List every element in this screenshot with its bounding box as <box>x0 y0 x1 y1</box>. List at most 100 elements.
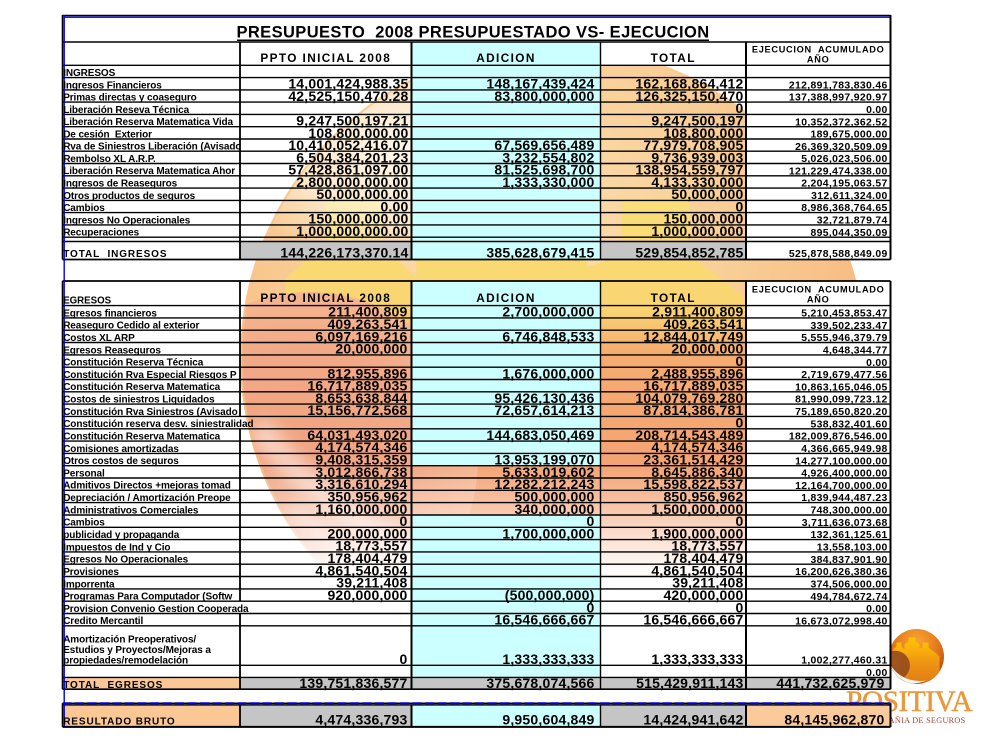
svg-text:Recuperaciones: Recuperaciones <box>63 228 139 239</box>
svg-text:6,504,384,201.23: 6,504,384,201.23 <box>296 149 408 165</box>
svg-text:(500,000,000): (500,000,000) <box>505 587 595 603</box>
svg-text:Impuestos de Ind y Cio: Impuestos de Ind y Cio <box>63 542 170 553</box>
svg-text:212,891,783,830.46: 212,891,783,830.46 <box>789 81 888 92</box>
svg-text:4,648,344.77: 4,648,344.77 <box>823 346 888 357</box>
svg-text:Estudios y Proyectos/Mejoras a: Estudios y Proyectos/Mejoras a <box>63 645 211 656</box>
svg-text:350,956,962: 350,956,962 <box>327 488 407 504</box>
svg-text:Constitución reserva desv. sin: Constitución reserva desv. siniestralida… <box>63 419 253 430</box>
svg-text:4,861,540,504: 4,861,540,504 <box>651 562 743 578</box>
svg-text:RESULTADO BRUTO: RESULTADO BRUTO <box>63 716 175 727</box>
svg-text:39,211,408: 39,211,408 <box>336 575 407 591</box>
svg-text:150,000,000: 150,000,000 <box>663 211 743 227</box>
svg-text:178,404,479: 178,404,479 <box>327 550 407 566</box>
svg-text:50,000,000.00: 50,000,000.00 <box>316 186 408 202</box>
svg-text:9,408,315,359: 9,408,315,359 <box>315 452 407 468</box>
svg-text:AÑO: AÑO <box>807 55 830 65</box>
svg-text:8,986,368,764.65: 8,986,368,764.65 <box>801 203 888 214</box>
svg-text:50,000,000: 50,000,000 <box>671 186 743 202</box>
svg-text:2,911,400,809: 2,911,400,809 <box>652 304 743 320</box>
svg-text:178,404,479: 178,404,479 <box>663 550 743 566</box>
svg-text:3,232,554,802: 3,232,554,802 <box>502 149 594 165</box>
svg-text:16,200,626,380.36: 16,200,626,380.36 <box>795 567 888 578</box>
svg-text:64,031,493,020: 64,031,493,020 <box>307 427 407 443</box>
svg-text:748,300,000.00: 748,300,000.00 <box>811 506 888 517</box>
svg-text:9,950,604,849: 9,950,604,849 <box>502 712 594 728</box>
svg-text:0: 0 <box>736 415 744 431</box>
svg-text:538,832,401.60: 538,832,401.60 <box>811 419 888 430</box>
svg-text:81,990,099,723.12: 81,990,099,723.12 <box>795 395 888 406</box>
svg-text:0: 0 <box>736 513 744 529</box>
svg-text:Ingresos No Operacionales: Ingresos No Operacionales <box>63 215 191 226</box>
svg-text:150,000,000.00: 150,000,000.00 <box>308 211 408 227</box>
svg-text:Cambios: Cambios <box>63 518 105 529</box>
svg-text:10,410,052,416.07: 10,410,052,416.07 <box>288 137 408 153</box>
svg-text:4,474,336,793: 4,474,336,793 <box>315 712 407 728</box>
svg-text:8,653,638,844: 8,653,638,844 <box>315 390 407 406</box>
svg-text:144,226,173,370.14: 144,226,173,370.14 <box>280 244 408 260</box>
svg-text:publicidad y propaganda: publicidad y propaganda <box>63 530 180 541</box>
svg-text:529,854,852,785: 529,854,852,785 <box>635 244 743 260</box>
svg-text:1,333,330,000: 1,333,330,000 <box>502 174 594 190</box>
svg-text:16,717,889,035: 16,717,889,035 <box>643 378 743 394</box>
svg-text:83,800,000,000: 83,800,000,000 <box>494 88 594 104</box>
svg-text:13,953,199,070: 13,953,199,070 <box>494 452 594 468</box>
svg-text:144,683,050,469: 144,683,050,469 <box>486 427 594 443</box>
svg-text:5,210,453,853.47: 5,210,453,853.47 <box>801 309 888 320</box>
svg-text:339,502,233.47: 339,502,233.47 <box>811 321 888 332</box>
svg-text:137,388,997,920.97: 137,388,997,920.97 <box>789 93 888 104</box>
svg-text:Otros costos de seguros: Otros costos de seguros <box>63 456 179 467</box>
svg-text:441,732,625,979: 441,732,625,979 <box>776 675 884 691</box>
svg-text:AÑO: AÑO <box>807 294 830 304</box>
svg-text:850,956,962: 850,956,962 <box>663 488 743 504</box>
svg-text:TOTAL EGRESOS: TOTAL EGRESOS <box>63 680 163 691</box>
svg-text:Personal: Personal <box>63 468 105 479</box>
svg-text:32,721,879.74: 32,721,879.74 <box>817 216 888 227</box>
svg-text:Admitivos Directos +mejoras to: Admitivos Directos +mejoras tomad <box>63 481 231 492</box>
svg-text:23,361,514,429: 23,361,514,429 <box>643 452 743 468</box>
svg-text:132,361,125.61: 132,361,125.61 <box>811 530 888 541</box>
svg-text:2,719,679,477.56: 2,719,679,477.56 <box>801 370 888 381</box>
svg-text:374,506,000.00: 374,506,000.00 <box>811 580 888 591</box>
svg-text:Constitución Rva Siniestros (A: Constitución Rva Siniestros (Avisado <box>63 407 237 418</box>
svg-text:895,044,350.09: 895,044,350.09 <box>811 228 888 239</box>
svg-text:1,700,000,000: 1,700,000,000 <box>502 525 594 541</box>
svg-text:4,861,540,504: 4,861,540,504 <box>315 562 407 578</box>
svg-text:8,645,886,340: 8,645,886,340 <box>651 464 743 480</box>
svg-text:PPTO INICIAL 2008: PPTO INICIAL 2008 <box>260 291 391 305</box>
svg-text:INGRESOS: INGRESOS <box>63 68 115 79</box>
svg-text:340,000,000: 340,000,000 <box>514 501 594 517</box>
svg-text:211,400,809: 211,400,809 <box>328 304 407 320</box>
svg-text:1,900,000,000: 1,900,000,000 <box>651 525 743 541</box>
svg-text:67,569,656,489: 67,569,656,489 <box>494 137 594 153</box>
svg-text:2,700,000,000: 2,700,000,000 <box>502 304 594 320</box>
svg-text:162,168,864,412: 162,168,864,412 <box>635 76 743 92</box>
svg-text:0.00: 0.00 <box>866 668 888 679</box>
svg-text:3,711,636,073.68: 3,711,636,073.68 <box>802 518 888 529</box>
svg-text:Liberación Reseva Técnica: Liberación Reseva Técnica <box>63 105 189 116</box>
svg-text:PPTO INICIAL 2008: PPTO INICIAL 2008 <box>260 51 391 65</box>
svg-text:12,164,700,000.00: 12,164,700,000.00 <box>795 481 888 492</box>
svg-text:3,316,610,294: 3,316,610,294 <box>315 476 407 492</box>
svg-text:126,325,150,470: 126,325,150,470 <box>635 88 743 104</box>
svg-text:108,800,000: 108,800,000 <box>663 125 743 141</box>
svg-text:1,160,000,000: 1,160,000,000 <box>315 501 407 517</box>
svg-text:14,001,424,988.35: 14,001,424,988.35 <box>288 76 408 92</box>
svg-text:TOTAL INGRESOS: TOTAL INGRESOS <box>63 249 167 260</box>
svg-text:18,773,557: 18,773,557 <box>671 538 743 554</box>
svg-text:16,673,072,998.40: 16,673,072,998.40 <box>795 616 888 627</box>
svg-text:812,955,896: 812,955,896 <box>327 365 407 381</box>
svg-text:84,145,962,870: 84,145,962,870 <box>784 712 884 728</box>
svg-text:494,784,672.74: 494,784,672.74 <box>811 592 888 603</box>
svg-text:384,837,901.90: 384,837,901.90 <box>811 555 888 566</box>
svg-text:propiedades/remodelación: propiedades/remodelación <box>63 656 188 667</box>
svg-text:Rembolso XL A.R.P.: Rembolso XL A.R.P. <box>63 154 156 165</box>
svg-text:1,333,333,333: 1,333,333,333 <box>651 651 743 667</box>
svg-text:4,366,665,949.98: 4,366,665,949.98 <box>801 444 888 455</box>
svg-text:Constitución Reserva Técnica: Constitución Reserva Técnica <box>63 358 204 369</box>
svg-text:Otros productos de seguros: Otros productos de seguros <box>63 191 195 202</box>
svg-text:1,500,000,000: 1,500,000,000 <box>651 501 743 517</box>
svg-text:1,676,000,000: 1,676,000,000 <box>502 365 594 381</box>
svg-text:312,611,324.00: 312,611,324.00 <box>811 191 888 202</box>
svg-text:ADICION: ADICION <box>476 291 536 305</box>
svg-text:16,546,666,667: 16,546,666,667 <box>494 612 594 628</box>
